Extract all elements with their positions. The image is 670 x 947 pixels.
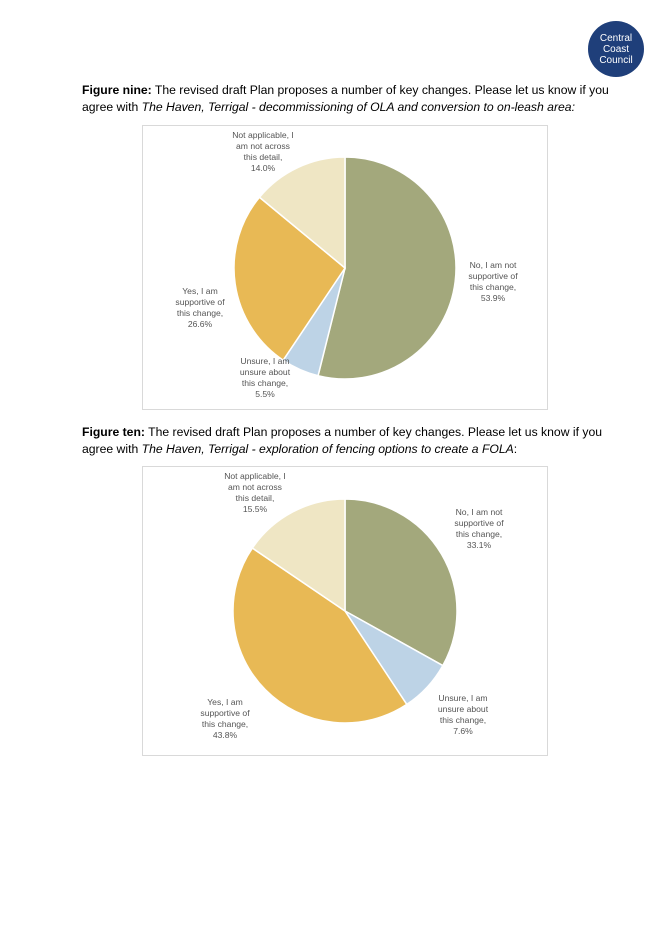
data-label-line: supportive of xyxy=(454,518,504,528)
figure-text-tail: : xyxy=(513,442,518,456)
pie-slice xyxy=(251,498,346,613)
figure-italic: The Haven, Terrigal - exploration of fen… xyxy=(141,442,514,456)
data-label-line: 53.9% xyxy=(481,293,506,303)
pie-slice xyxy=(232,547,408,724)
pie-slice xyxy=(344,498,458,667)
data-label: Unsure, I am unsure about this change, 5.5% xyxy=(240,356,291,399)
data-label-line: Unsure, I am xyxy=(240,356,289,366)
data-label-line: this detail, xyxy=(236,493,275,503)
data-label-line: unsure about xyxy=(240,367,291,377)
figure-ten-caption: Figure ten: The revised draft Plan propo… xyxy=(82,424,622,458)
pie-chart: No, I am not supportive of this change, 53.… xyxy=(175,130,518,399)
pie-chart-frame: No, I am not supportive of this change, 33.… xyxy=(142,466,548,756)
council-logo: Central Coast Council xyxy=(588,21,644,77)
figure-italic: The Haven, Terrigal - decommissioning of… xyxy=(141,100,575,114)
data-label-line: am not across xyxy=(236,141,290,151)
figure-text: The revised draft Plan proposes a number… xyxy=(82,425,603,456)
data-label-line: Not applicable, I xyxy=(232,130,294,140)
data-label-line: 14.0% xyxy=(251,163,276,173)
data-label-line: supportive of xyxy=(175,297,225,307)
data-label: No, I am not supportive of this change, 53.… xyxy=(468,260,518,303)
figure-nine-caption: Figure nine: The revised draft Plan prop… xyxy=(82,82,622,116)
data-label: Yes, I am supportive of this change, 43.8% xyxy=(200,697,250,740)
logo-line: Coast xyxy=(602,43,630,55)
data-label-line: this change, xyxy=(470,282,516,292)
data-label-line: this detail, xyxy=(244,152,283,162)
pie-chart: No, I am not supportive of this change, 33.… xyxy=(200,471,504,740)
logo-line: Central xyxy=(599,32,633,44)
data-label-line: 7.6% xyxy=(453,726,473,736)
data-label-line: 5.5% xyxy=(255,389,275,399)
data-label-line: 43.8% xyxy=(213,730,238,740)
data-label-line: No, I am not xyxy=(456,507,503,517)
data-label-line: Yes, I am xyxy=(182,286,218,296)
data-label-line: Yes, I am xyxy=(207,697,243,707)
data-label-line: Not applicable, I xyxy=(224,471,286,481)
figure-label: Figure ten: xyxy=(82,425,145,439)
data-label-line: this change, xyxy=(456,529,502,539)
pie-slice xyxy=(233,196,347,362)
data-label-line: supportive of xyxy=(468,271,518,281)
data-label: Unsure, I am unsure about this change, 7.6% xyxy=(438,693,489,736)
data-label-line: 26.6% xyxy=(188,319,213,329)
data-label-line: No, I am not xyxy=(470,260,517,270)
data-label-line: this change, xyxy=(177,308,223,318)
figure-text: The revised draft Plan proposes a number… xyxy=(82,83,609,114)
logo-line: Council xyxy=(599,54,633,66)
data-label-line: 15.5% xyxy=(243,504,268,514)
data-label-line: this change, xyxy=(242,378,288,388)
data-label: No, I am not supportive of this change, 33.… xyxy=(454,507,504,550)
data-label-line: supportive of xyxy=(200,708,250,718)
data-label: Yes, I am supportive of this change, 26.6% xyxy=(175,286,225,329)
data-label-line: am not across xyxy=(228,482,282,492)
data-label-line: this change, xyxy=(440,715,486,725)
pie-slice xyxy=(317,156,457,380)
pie-chart-frame: No, I am not supportive of this change, 53.… xyxy=(142,125,548,410)
figure-label: Figure nine: xyxy=(82,83,152,97)
pie-slice xyxy=(258,156,346,270)
data-label-line: Unsure, I am xyxy=(438,693,487,703)
data-label-line: unsure about xyxy=(438,704,489,714)
data-label-line: this change, xyxy=(202,719,248,729)
data-label-line: 33.1% xyxy=(467,540,492,550)
